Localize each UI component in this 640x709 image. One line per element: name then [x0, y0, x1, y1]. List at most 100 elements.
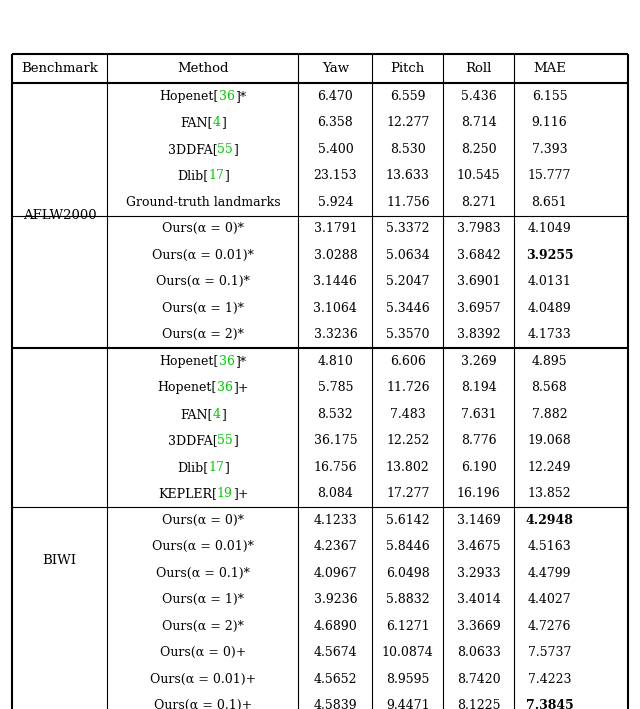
Text: 4.0489: 4.0489 [527, 302, 572, 315]
Text: 4.5163: 4.5163 [527, 540, 572, 554]
Text: 4.0967: 4.0967 [314, 567, 357, 580]
Text: Dlib[: Dlib[ [177, 169, 208, 182]
Text: 6.606: 6.606 [390, 355, 426, 368]
Text: Roll: Roll [465, 62, 492, 75]
Text: 7.631: 7.631 [461, 408, 497, 421]
Text: ]*: ]* [235, 90, 246, 103]
Text: 8.530: 8.530 [390, 143, 426, 156]
Text: 7.882: 7.882 [532, 408, 567, 421]
Text: 5.3570: 5.3570 [386, 328, 429, 342]
Text: 3.7983: 3.7983 [457, 223, 500, 235]
Text: 4.5652: 4.5652 [314, 673, 357, 686]
Text: 5.400: 5.400 [317, 143, 353, 156]
Text: Method: Method [177, 62, 228, 75]
Text: 5.785: 5.785 [317, 381, 353, 394]
Text: 6.155: 6.155 [532, 90, 567, 103]
Text: 17.277: 17.277 [386, 487, 429, 501]
Text: Ours(α = 1)*: Ours(α = 1)* [162, 302, 244, 315]
Text: ]+: ]+ [233, 381, 248, 394]
Text: Ours(α = 0)+: Ours(α = 0)+ [160, 647, 246, 659]
Text: 12.249: 12.249 [528, 461, 572, 474]
Text: FAN[: FAN[ [180, 116, 212, 130]
Text: 4.4799: 4.4799 [528, 567, 572, 580]
Text: 12.252: 12.252 [386, 435, 429, 447]
Text: 5.3446: 5.3446 [386, 302, 429, 315]
Text: 3.1064: 3.1064 [314, 302, 357, 315]
Text: 17: 17 [208, 461, 224, 474]
Text: 11.726: 11.726 [386, 381, 429, 394]
Text: 11.756: 11.756 [386, 196, 429, 209]
Text: 7.4223: 7.4223 [528, 673, 572, 686]
Text: 13.852: 13.852 [527, 487, 572, 501]
Text: Ours(α = 1)*: Ours(α = 1)* [162, 593, 244, 606]
Text: 7.5737: 7.5737 [528, 647, 571, 659]
Text: 7.483: 7.483 [390, 408, 426, 421]
Text: Pitch: Pitch [390, 62, 425, 75]
Text: 3.1469: 3.1469 [457, 514, 500, 527]
Text: FAN[: FAN[ [180, 408, 212, 421]
Text: KEPLER[: KEPLER[ [158, 487, 217, 501]
Text: Ground-truth landmarks: Ground-truth landmarks [125, 196, 280, 209]
Text: 3.0288: 3.0288 [314, 249, 357, 262]
Text: 4.5674: 4.5674 [314, 647, 357, 659]
Text: ]: ] [221, 116, 225, 130]
Text: ]: ] [221, 408, 225, 421]
Text: 7.393: 7.393 [532, 143, 567, 156]
Text: 4.0131: 4.0131 [527, 275, 572, 289]
Text: 55: 55 [218, 435, 233, 447]
Text: Dlib[: Dlib[ [177, 461, 208, 474]
Text: 4: 4 [212, 116, 221, 130]
Text: 4.895: 4.895 [532, 355, 567, 368]
Text: Ours(α = 0.1)*: Ours(α = 0.1)* [156, 567, 250, 580]
Text: 8.532: 8.532 [317, 408, 353, 421]
Text: 4.1733: 4.1733 [527, 328, 572, 342]
Text: 4.1049: 4.1049 [527, 223, 572, 235]
Text: 3.2933: 3.2933 [457, 567, 500, 580]
Text: 3.4675: 3.4675 [457, 540, 500, 554]
Text: Hopenet[: Hopenet[ [157, 381, 217, 394]
Text: 3.6957: 3.6957 [457, 302, 500, 315]
Text: 17: 17 [208, 169, 224, 182]
Text: 3.1446: 3.1446 [314, 275, 357, 289]
Text: Ours(α = 0.01)*: Ours(α = 0.01)* [152, 249, 254, 262]
Text: 8.1225: 8.1225 [457, 699, 500, 709]
Text: 5.8446: 5.8446 [386, 540, 429, 554]
Text: Ours(α = 0)*: Ours(α = 0)* [162, 223, 244, 235]
Text: 8.568: 8.568 [532, 381, 567, 394]
Text: Ours(α = 0.01)+: Ours(α = 0.01)+ [150, 673, 256, 686]
Text: 6.0498: 6.0498 [386, 567, 429, 580]
Text: 8.250: 8.250 [461, 143, 497, 156]
Text: Ours(α = 0)*: Ours(α = 0)* [162, 514, 244, 527]
Text: Ours(α = 2)*: Ours(α = 2)* [162, 328, 244, 342]
Text: 3.6901: 3.6901 [457, 275, 500, 289]
Text: Ours(α = 0.1)*: Ours(α = 0.1)* [156, 275, 250, 289]
Text: 5.8832: 5.8832 [386, 593, 429, 606]
Text: 6.559: 6.559 [390, 90, 426, 103]
Text: Ours(α = 0.1)+: Ours(α = 0.1)+ [154, 699, 252, 709]
Text: 23.153: 23.153 [314, 169, 357, 182]
Text: 16.756: 16.756 [314, 461, 357, 474]
Text: 6.190: 6.190 [461, 461, 497, 474]
Text: Ours(α = 2)*: Ours(α = 2)* [162, 620, 244, 633]
Text: 19.068: 19.068 [527, 435, 572, 447]
Text: 3DDFA[: 3DDFA[ [168, 435, 218, 447]
Text: ]: ] [233, 435, 238, 447]
Text: AFLW2000: AFLW2000 [23, 209, 97, 222]
Text: 8.194: 8.194 [461, 381, 497, 394]
Text: Hopenet[: Hopenet[ [160, 90, 219, 103]
Text: Yaw: Yaw [322, 62, 349, 75]
Text: 10.0874: 10.0874 [382, 647, 434, 659]
Text: 4.1233: 4.1233 [314, 514, 357, 527]
Text: 13.802: 13.802 [386, 461, 429, 474]
Text: 6.358: 6.358 [317, 116, 353, 130]
Text: 19: 19 [217, 487, 232, 501]
Text: 5.6142: 5.6142 [386, 514, 429, 527]
Text: MAE: MAE [533, 62, 566, 75]
Text: 4.4027: 4.4027 [527, 593, 572, 606]
Text: 3.9255: 3.9255 [525, 249, 573, 262]
Text: 6.1271: 6.1271 [386, 620, 429, 633]
Text: 5.3372: 5.3372 [386, 223, 429, 235]
Text: 5.0634: 5.0634 [386, 249, 429, 262]
Text: Ours(α = 0.01)*: Ours(α = 0.01)* [152, 540, 254, 554]
Text: 9.4471: 9.4471 [386, 699, 429, 709]
